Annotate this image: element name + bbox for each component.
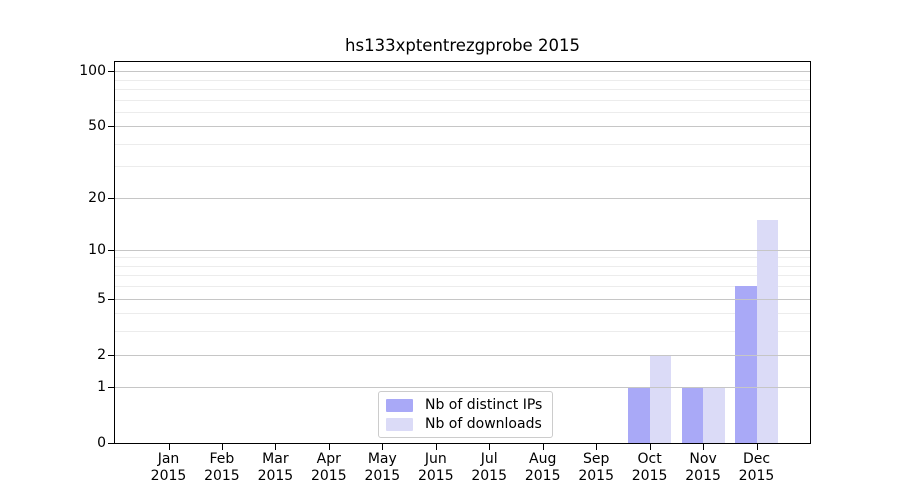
x-tick-label: Jan 2015 (134, 451, 204, 484)
x-tick-label: Jul 2015 (454, 451, 524, 484)
month-label: Jul (480, 451, 498, 467)
y-tick-mark (108, 298, 114, 300)
legend-label: Nb of downloads (425, 416, 542, 432)
y-tick-label: 50 (88, 118, 106, 135)
y-tick-label: 10 (88, 241, 106, 258)
y-tick-mark (108, 387, 114, 389)
plot-area (114, 61, 811, 444)
month-label: Oct (637, 451, 662, 467)
y-tick-mark (108, 443, 114, 444)
major-gridline (115, 298, 810, 300)
y-tick-mark (108, 71, 114, 72)
y-tick-label: 2 (97, 346, 106, 363)
year-label: 2015 (685, 467, 721, 484)
year-label: 2015 (524, 467, 561, 484)
minor-gridline (115, 99, 810, 101)
bar-downloads-dec (756, 219, 778, 443)
x-tick-mark (596, 444, 598, 450)
minor-gridline (115, 275, 810, 277)
x-tick-mark (168, 444, 170, 450)
legend-row: Nb of downloads (386, 416, 542, 432)
x-tick-label: Apr 2015 (294, 451, 364, 484)
y-tick-label: 0 (97, 435, 106, 451)
y-tick-mark (108, 126, 114, 128)
year-label: 2015 (631, 467, 668, 484)
month-label: Jan (157, 451, 180, 467)
minor-gridline (115, 143, 810, 145)
month-label: Aug (529, 451, 557, 467)
x-tick-label: May 2015 (347, 451, 417, 484)
y-tick-mark (108, 249, 114, 251)
month-label: Mar (262, 451, 289, 467)
major-gridline (115, 387, 810, 389)
minor-gridline (115, 79, 810, 81)
y-tick-label: 100 (79, 63, 106, 79)
y-tick-mark (108, 354, 114, 356)
month-label: Apr (316, 451, 341, 467)
year-label: 2015 (310, 467, 347, 484)
bar-distinct-ips-oct (628, 387, 650, 443)
major-gridline (115, 197, 810, 199)
x-tick-mark (221, 444, 223, 450)
minor-gridline (115, 331, 810, 333)
bar-downloads-oct (649, 354, 672, 443)
major-gridline (115, 354, 810, 356)
minor-gridline (115, 286, 810, 288)
x-tick-label: Aug 2015 (508, 451, 578, 484)
year-label: 2015 (364, 467, 401, 484)
x-tick-mark (328, 444, 330, 450)
month-label: Jun (424, 451, 447, 467)
x-tick-label: Nov 2015 (668, 451, 738, 484)
x-tick-mark (703, 444, 705, 450)
year-label: 2015 (738, 467, 775, 484)
year-label: 2015 (204, 467, 240, 484)
minor-gridline (115, 166, 810, 168)
y-tick-label: 5 (97, 290, 106, 307)
minor-gridline (115, 257, 810, 259)
month-label: Sep (582, 451, 610, 467)
x-tick-mark (275, 444, 277, 450)
x-tick-mark (542, 444, 544, 450)
legend-swatch (386, 398, 413, 412)
x-tick-label: Oct 2015 (615, 451, 685, 484)
x-tick-label: Dec 2015 (722, 451, 792, 484)
year-label: 2015 (417, 467, 454, 484)
bar-distinct-ips-nov (681, 387, 704, 443)
year-label: 2015 (578, 467, 614, 484)
legend-row: Nb of distinct IPs (386, 397, 542, 413)
y-tick-label: 1 (97, 379, 106, 396)
minor-gridline (115, 265, 810, 267)
x-tick-label: Feb 2015 (187, 451, 257, 484)
year-label: 2015 (257, 467, 294, 484)
year-label: 2015 (471, 467, 507, 484)
x-tick-mark (489, 444, 491, 450)
x-tick-label: Mar 2015 (240, 451, 310, 484)
minor-gridline (115, 111, 810, 113)
y-tick-mark (108, 197, 114, 199)
legend: Nb of distinct IPs Nb of downloads (378, 391, 554, 438)
legend-swatch (386, 417, 413, 431)
major-gridline (115, 126, 810, 128)
x-tick-label: Jun 2015 (401, 451, 471, 484)
y-tick-label: 20 (88, 189, 106, 206)
minor-gridline (115, 313, 810, 315)
x-tick-mark (435, 444, 437, 450)
bar-downloads-nov (703, 387, 725, 443)
legend-label: Nb of distinct IPs (425, 397, 543, 413)
x-tick-mark (649, 444, 651, 450)
bar-distinct-ips-dec (735, 286, 757, 443)
major-gridline (115, 71, 810, 72)
x-tick-label: Sep 2015 (561, 451, 631, 484)
month-label: Nov (689, 451, 717, 467)
x-tick-mark (756, 444, 758, 450)
minor-gridline (115, 88, 810, 90)
chart-title: hs133xptentrezgprobe 2015 (345, 36, 580, 55)
month-label: May (367, 451, 397, 467)
month-label: Feb (209, 451, 235, 467)
month-label: Dec (742, 451, 771, 467)
major-gridline (115, 249, 810, 251)
x-tick-mark (382, 444, 384, 450)
year-label: 2015 (150, 467, 187, 484)
